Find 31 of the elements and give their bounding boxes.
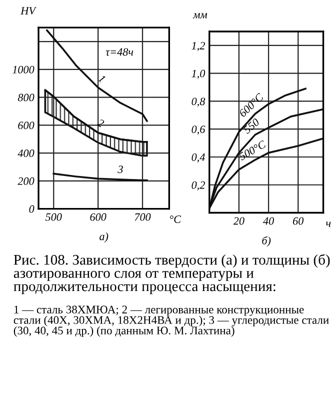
series-label: 3 [118, 166, 124, 174]
x-tick-label: 60 [293, 217, 304, 225]
y-tick-label: 0,8 [192, 98, 206, 107]
y-axis-title: мм [192, 13, 208, 18]
y-tick-label: 400 [18, 150, 34, 158]
y-tick-label: 0 [29, 205, 34, 213]
x-tick-label: 500 [45, 213, 62, 221]
x-tick-label: 40 [263, 217, 274, 225]
y-tick-label: 0,2 [192, 181, 205, 190]
y-tick-label: 1,2 [192, 42, 205, 52]
text: 2 [96, 118, 105, 128]
text: 1 — сталь 38ХМЮА; 2 — легированные конструкционные стали (40Х, 30ХМА, 18Х2Н4ВА и др.); 3 — углеродистые стали (30, 40, 45 и др.) (по данным Ю. М. Лахтина) [14, 306, 329, 337]
text: 550 [242, 118, 260, 134]
text: Рис. 108. Зависимость твердости (а) и толщины (б) азотированного слоя от температуры и продолжительности процесса насыщения: [14, 254, 330, 294]
text: б) [262, 236, 271, 247]
y-tick-label: 800 [18, 94, 34, 102]
y-tick-label: 1,0 [192, 70, 206, 79]
y-tick-label: 1000 [12, 66, 34, 74]
x-axis-title: ч [326, 222, 331, 227]
text: а) [100, 232, 108, 242]
x-tick-label: 600 [90, 213, 106, 221]
x-tick-label: 700 [134, 213, 151, 221]
text: 1 [98, 74, 106, 83]
y-tick-label: 200 [18, 177, 34, 185]
y-tick-label: 0,4 [192, 153, 205, 163]
y-tick-label: 600 [18, 122, 34, 130]
x-tick-label: 20 [233, 217, 244, 225]
annotation: τ=48ч [106, 48, 134, 56]
x-axis-title: °C [170, 215, 182, 223]
y-tick-label: 0,6 [192, 126, 206, 135]
y-axis-title: HV [20, 7, 37, 15]
